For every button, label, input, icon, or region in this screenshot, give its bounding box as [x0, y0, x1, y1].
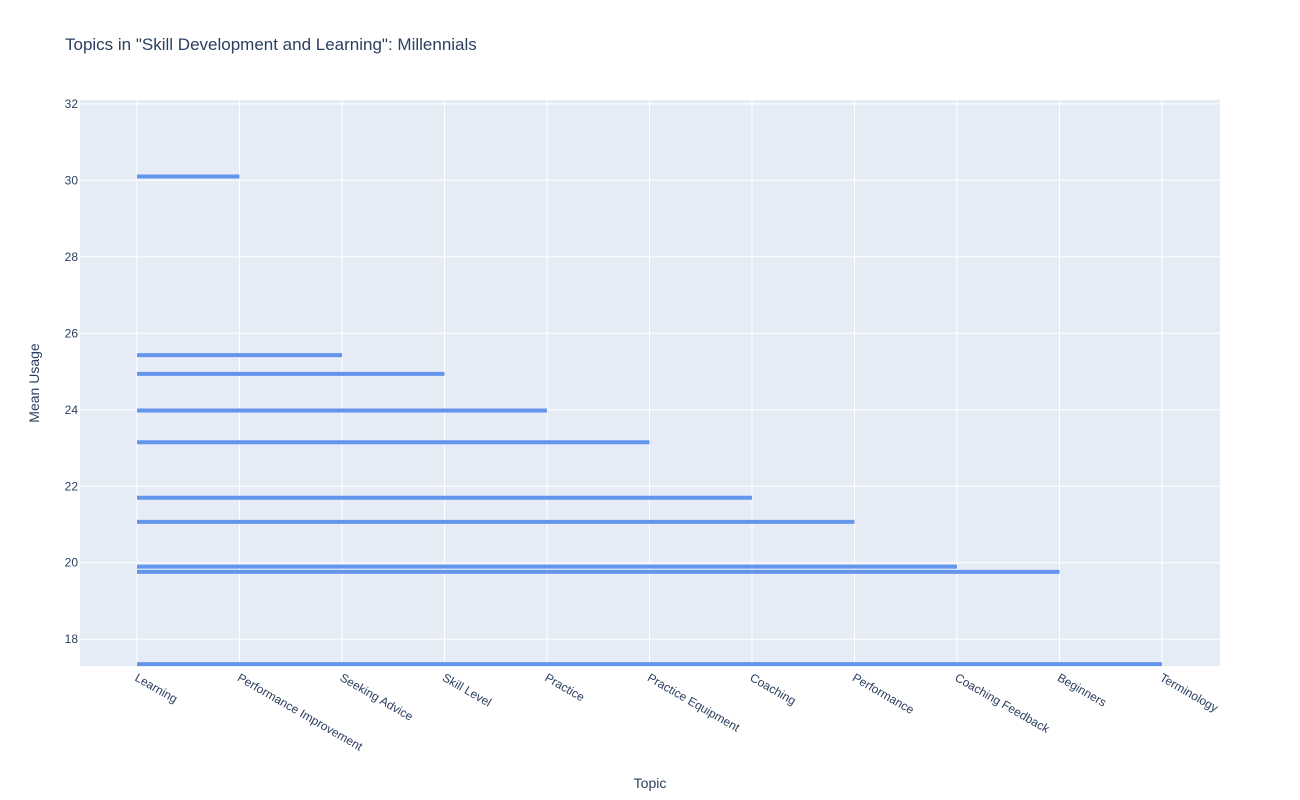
- y-tick-label: 20: [65, 556, 79, 570]
- x-tick-label: Performance: [850, 670, 917, 717]
- x-tick-label: Practice: [543, 670, 588, 704]
- x-tick-label: Skill Level: [440, 670, 494, 709]
- chart-title: Topics in "Skill Development and Learnin…: [65, 35, 477, 54]
- x-axis-title: Topic: [634, 775, 667, 791]
- y-tick-label: 22: [65, 479, 79, 493]
- x-tick-label: Coaching Feedback: [953, 670, 1053, 736]
- x-tick-label: Coaching: [748, 670, 799, 707]
- x-tick-label: Practice Equipment: [645, 670, 743, 734]
- grid: [80, 100, 1220, 666]
- y-tick-label: 32: [65, 97, 79, 111]
- y-tick-labels: 18 20 22 24 26 28 30 32: [65, 97, 79, 646]
- y-tick-label: 24: [65, 403, 79, 417]
- x-tick-label: Beginners: [1055, 670, 1109, 709]
- y-tick-label: 30: [65, 173, 79, 187]
- x-tick-label: Seeking Advice: [338, 670, 416, 723]
- x-tick-label: Terminology: [1158, 670, 1221, 714]
- y-tick-label: 28: [65, 250, 79, 264]
- y-tick-label: 18: [65, 632, 79, 646]
- y-tick-label: 26: [65, 326, 79, 340]
- x-tick-label: Learning: [133, 670, 180, 705]
- y-axis-title: Mean Usage: [26, 343, 42, 423]
- line-segments: [137, 174, 1162, 667]
